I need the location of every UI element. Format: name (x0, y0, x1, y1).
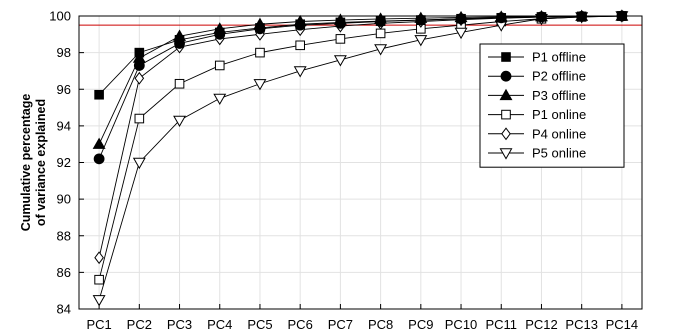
data-point (335, 34, 346, 44)
y-axis-label: Cumulative percentage of variance explain… (19, 94, 48, 232)
data-point (333, 13, 347, 25)
data-point (374, 12, 388, 24)
data-point (173, 115, 186, 127)
legend-label: P4 online (532, 126, 586, 141)
series-line (98, 15, 622, 145)
data-point (134, 71, 145, 85)
data-point (374, 44, 388, 56)
data-point (173, 29, 186, 41)
y-axis-label-line: Cumulative percentage (19, 94, 33, 232)
x-tick-label: PC14 (606, 317, 639, 332)
legend-marker (499, 148, 513, 160)
legend-label: P3 offline (532, 88, 586, 103)
x-tick-label: PC10 (445, 317, 478, 332)
data-point (213, 93, 227, 106)
data-point (94, 89, 104, 100)
series-line (98, 15, 622, 280)
y-tick-label: 92 (57, 155, 71, 170)
x-tick-label: PC13 (565, 317, 598, 332)
data-point (94, 251, 104, 265)
series-line (98, 15, 622, 160)
x-tick-label: PC7 (328, 317, 353, 332)
y-tick-label: 98 (57, 45, 71, 60)
data-point (132, 157, 146, 170)
data-point (93, 153, 105, 165)
x-tick-label: PC11 (485, 317, 517, 332)
series-line (98, 15, 622, 300)
y-tick-label: 96 (57, 82, 71, 97)
x-tick-label: PC3 (167, 317, 192, 332)
legend-label: P2 offline (532, 69, 586, 84)
x-tick-label: PC4 (207, 317, 232, 332)
legend-label: P1 offline (532, 50, 586, 65)
data-point (92, 295, 106, 307)
data-point (333, 55, 347, 67)
y-tick-label: 94 (57, 118, 71, 133)
data-point (293, 14, 307, 27)
data-point (92, 137, 106, 149)
data-point (454, 10, 468, 23)
data-point (132, 51, 146, 63)
data-point (255, 47, 265, 58)
x-tick-label: PC2 (127, 317, 152, 332)
data-point (414, 35, 428, 47)
y-tick-label: 100 (49, 9, 71, 24)
data-point (575, 9, 589, 21)
legend-label: P1 online (532, 107, 586, 122)
data-point (253, 79, 267, 91)
y-axis-label-line: of variance explained (34, 99, 48, 226)
data-point (615, 9, 629, 21)
data-point (375, 28, 386, 39)
data-point (214, 60, 225, 71)
x-tick-label: PC9 (408, 317, 433, 332)
x-tick-label: PC8 (368, 317, 393, 332)
legend-marker (501, 109, 511, 120)
series-lines (98, 15, 622, 300)
legend-box (479, 43, 625, 168)
legend: P1 offline P2 offline P3 offline P1 online P… (479, 43, 625, 168)
data-point (174, 78, 185, 89)
y-tick-label: 90 (57, 192, 71, 207)
x-tick-label: PC12 (525, 317, 558, 332)
x-tick-labels: PC1 PC2 PC3 PC4 PC5 PC6 PC7 PC8 PC9 PC10 PC11 PC12 P… (86, 304, 638, 332)
data-point (213, 22, 227, 34)
data-point (295, 40, 305, 51)
legend-label: P5 online (532, 146, 586, 161)
data-point (94, 274, 104, 285)
data-point (414, 11, 428, 23)
legend-marker (501, 52, 511, 62)
legend-marker (500, 70, 512, 82)
data-point (253, 17, 267, 29)
y-tick-labels: 84 86 88 90 92 94 96 98 100 (49, 9, 84, 317)
x-tick-label: PC6 (288, 317, 313, 332)
y-tick-label: 86 (57, 265, 71, 280)
legend-marker (501, 127, 511, 141)
data-point (454, 27, 468, 40)
x-tick-label: PC1 (86, 317, 111, 332)
data-point (293, 66, 307, 78)
x-tick-label: PC5 (247, 317, 272, 332)
data-point (134, 113, 145, 124)
y-tick-label: 88 (57, 228, 71, 243)
series-markers (92, 9, 629, 307)
y-tick-label: 84 (57, 302, 71, 317)
legend-marker (499, 88, 513, 101)
